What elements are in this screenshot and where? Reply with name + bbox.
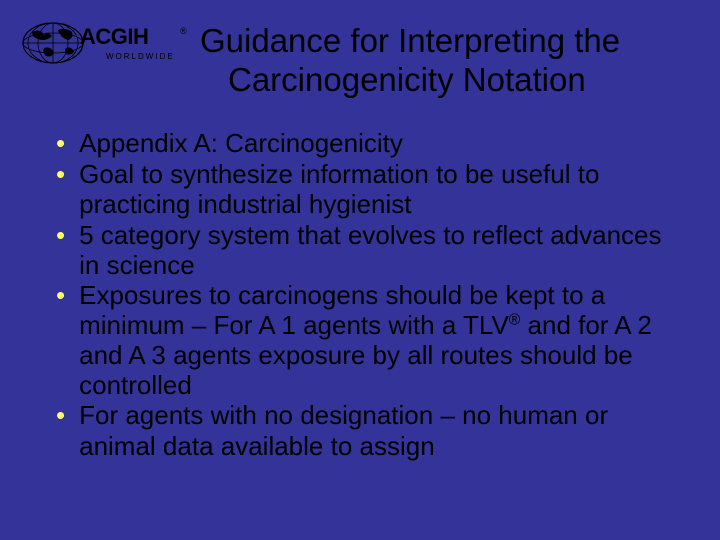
bullet-marker: • <box>56 159 65 190</box>
globe-icon <box>22 22 84 64</box>
title-line-2: Carcinogenicity Notation <box>200 61 700 100</box>
bullet-text: 5 category system that evolves to reflec… <box>79 220 676 280</box>
bullet-marker: • <box>56 220 65 251</box>
bullet-text: Goal to synthesize information to be use… <box>79 159 676 219</box>
list-item: • Goal to synthesize information to be u… <box>56 159 676 219</box>
list-item: • For agents with no designation – no hu… <box>56 400 676 460</box>
bullet-text: For agents with no designation – no huma… <box>79 400 676 460</box>
bullet-marker: • <box>56 400 65 431</box>
logo-brand-text: ACGIH <box>80 24 148 50</box>
acgih-logo: ACGIH ® WORLDWIDE <box>22 22 190 67</box>
bullet-marker: • <box>56 280 65 311</box>
bullet-text: Appendix A: Carcinogenicity <box>79 128 403 158</box>
logo-subtext: WORLDWIDE <box>106 52 175 61</box>
bullet-marker: • <box>56 128 65 159</box>
list-item: • 5 category system that evolves to refl… <box>56 220 676 280</box>
slide-title: Guidance for Interpreting the Carcinogen… <box>200 22 700 100</box>
bullet-list: • Appendix A: Carcinogenicity • Goal to … <box>56 128 676 461</box>
list-item: • Appendix A: Carcinogenicity <box>56 128 676 159</box>
logo-registered-mark: ® <box>180 26 187 36</box>
list-item: • Exposures to carcinogens should be kep… <box>56 280 676 401</box>
title-line-1: Guidance for Interpreting the <box>200 22 700 61</box>
bullet-text: Exposures to carcinogens should be kept … <box>79 280 676 401</box>
